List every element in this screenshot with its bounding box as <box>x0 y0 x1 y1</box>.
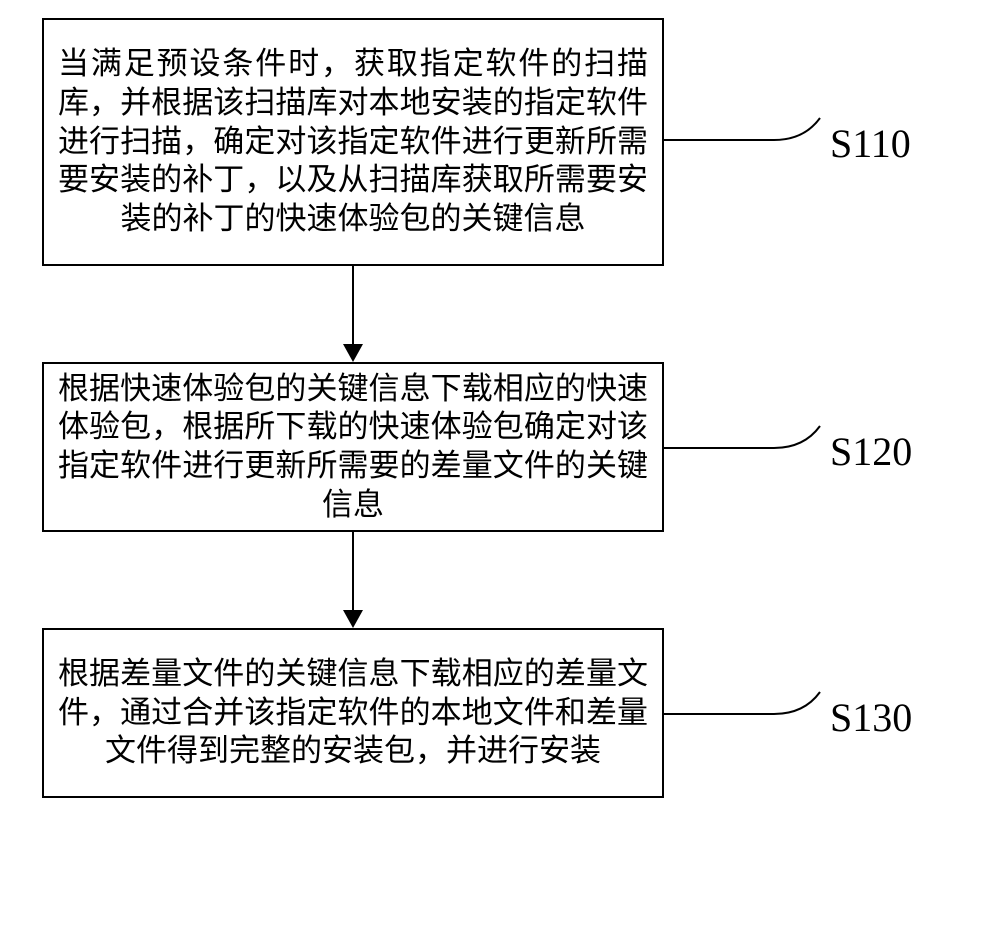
connector-s110 <box>664 110 830 170</box>
step-text: 当满足预设条件时，获取指定软件的扫描库，并根据该扫描库对本地安装的指定软件进行扫… <box>58 45 648 239</box>
connector-s130 <box>664 684 830 744</box>
arrow-s110-s120 <box>352 266 354 362</box>
step-box-s120: 根据快速体验包的关键信息下载相应的快速体验包，根据所下载的快速体验包确定对该指定… <box>42 362 664 532</box>
step-text: 根据快速体验包的关键信息下载相应的快速体验包，根据所下载的快速体验包确定对该指定… <box>58 370 648 525</box>
step-box-s110: 当满足预设条件时，获取指定软件的扫描库，并根据该扫描库对本地安装的指定软件进行扫… <box>42 18 664 266</box>
step-label-s110: S110 <box>830 120 911 167</box>
arrow-s120-s130 <box>352 532 354 628</box>
step-text: 根据差量文件的关键信息下载相应的差量文件，通过合并该指定软件的本地文件和差量文件… <box>58 655 648 771</box>
step-label-s120: S120 <box>830 428 912 475</box>
connector-s120 <box>664 418 830 478</box>
flowchart-canvas: 当满足预设条件时，获取指定软件的扫描库，并根据该扫描库对本地安装的指定软件进行扫… <box>0 0 1000 926</box>
step-box-s130: 根据差量文件的关键信息下载相应的差量文件，通过合并该指定软件的本地文件和差量文件… <box>42 628 664 798</box>
step-label-s130: S130 <box>830 694 912 741</box>
